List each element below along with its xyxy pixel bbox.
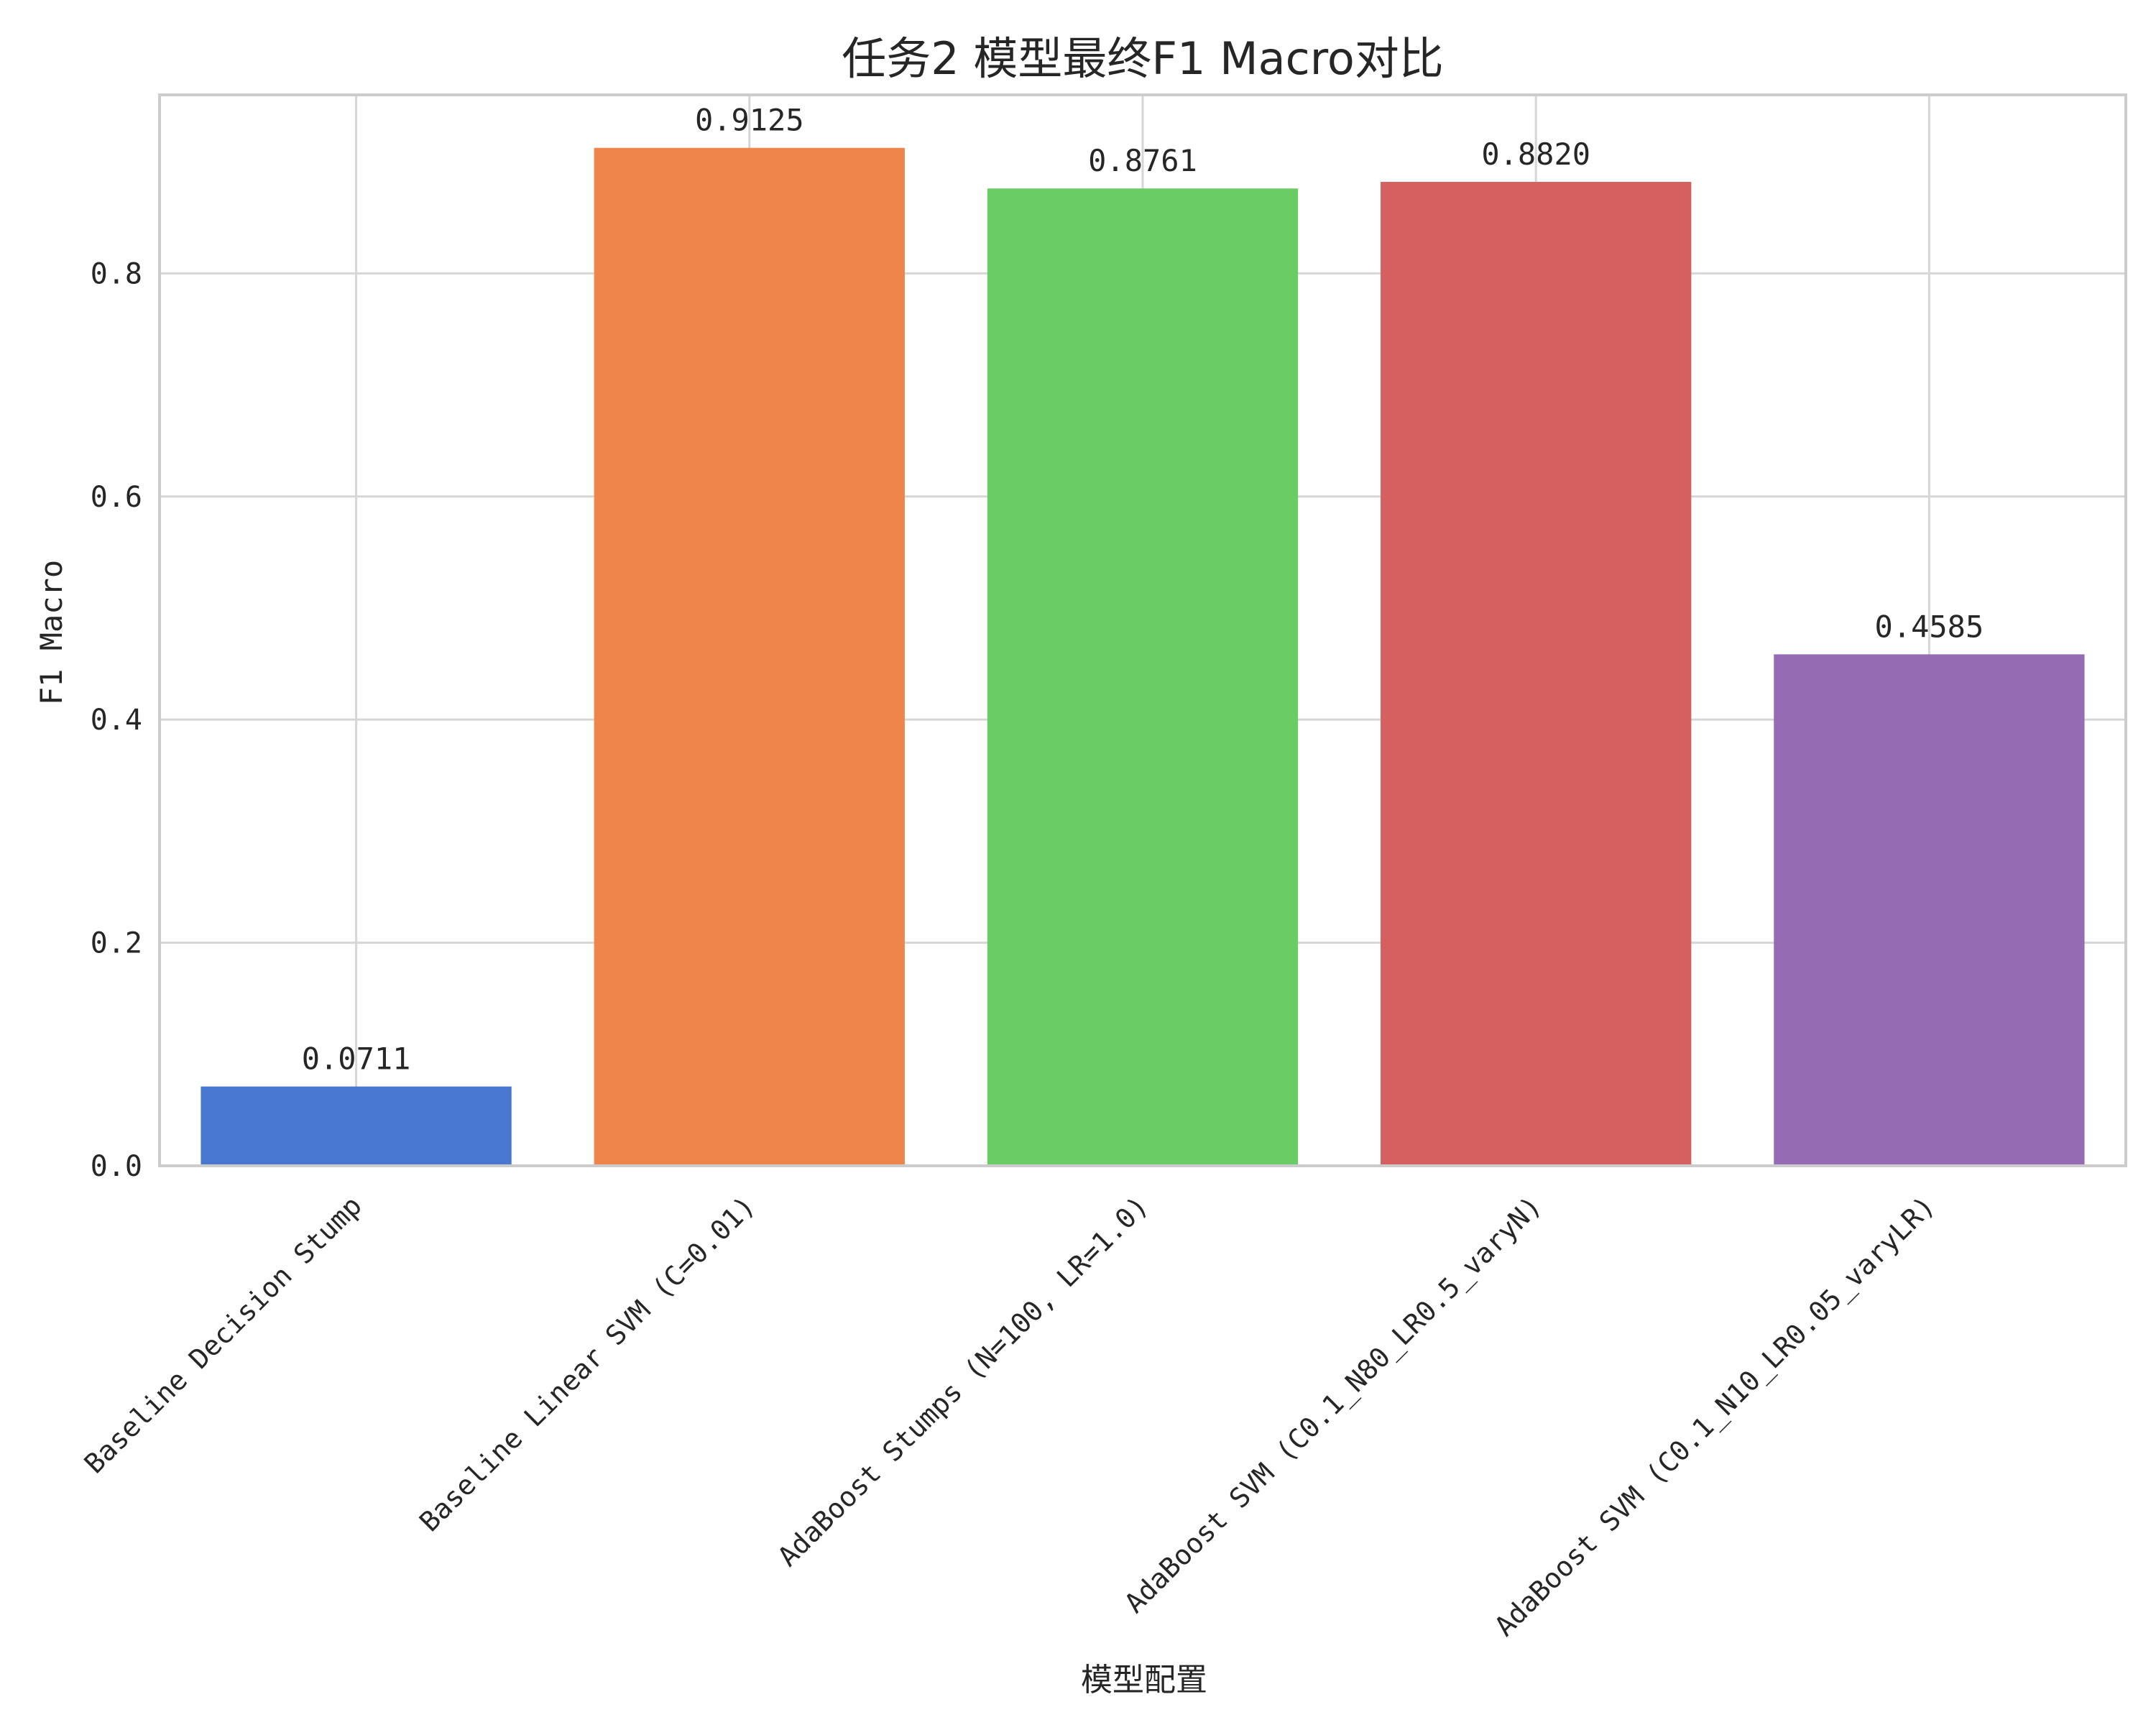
value-labels: 0.0711 0.9125 0.8761 0.8820 0.4585	[302, 103, 1984, 1077]
bar	[594, 147, 905, 1166]
bar	[201, 1086, 512, 1166]
bar	[1774, 654, 2085, 1166]
x-tick-label: Baseline Linear SVM (C=0.01)	[413, 1190, 761, 1537]
bar-value-label: 0.8820	[1481, 137, 1590, 172]
x-tick-label: AdaBoost SVM (C0.1_N10_LR0.05_varyLR)	[1488, 1190, 1941, 1642]
bar	[1381, 182, 1692, 1166]
plot-area-frame	[158, 93, 2127, 1167]
y-tick-label: 0.4	[91, 704, 142, 737]
bar-value-label: 0.0711	[302, 1041, 411, 1077]
bar	[987, 188, 1299, 1167]
x-tick-label: AdaBoost SVM (C0.1_N80_LR0.5_varyN)	[1118, 1190, 1548, 1619]
x-axis-label: 模型配置	[1081, 1662, 1207, 1698]
y-tick-label: 0.6	[91, 481, 142, 514]
y-tick-labels: 0.0 0.2 0.4 0.6 0.8	[91, 257, 142, 1183]
x-tick-labels: Baseline Decision Stump Baseline Linear S…	[78, 1190, 1942, 1642]
x-tick-label: Baseline Decision Stump	[78, 1190, 368, 1479]
bar-value-label: 0.4585	[1875, 609, 1984, 644]
y-tick-label: 0.2	[91, 927, 142, 960]
chart-title: 任务2 模型最终F1 Macro对比	[842, 32, 1444, 85]
x-tick-label: AdaBoost Stumps (N=100, LR=1.0)	[772, 1190, 1155, 1573]
bar-value-label: 0.9125	[695, 103, 804, 138]
y-tick-label: 0.0	[91, 1150, 142, 1183]
bars	[201, 147, 2085, 1167]
y-tick-label: 0.8	[91, 257, 142, 290]
y-axis-label: F1 Macro	[34, 560, 69, 705]
bar-value-label: 0.8761	[1088, 143, 1197, 178]
